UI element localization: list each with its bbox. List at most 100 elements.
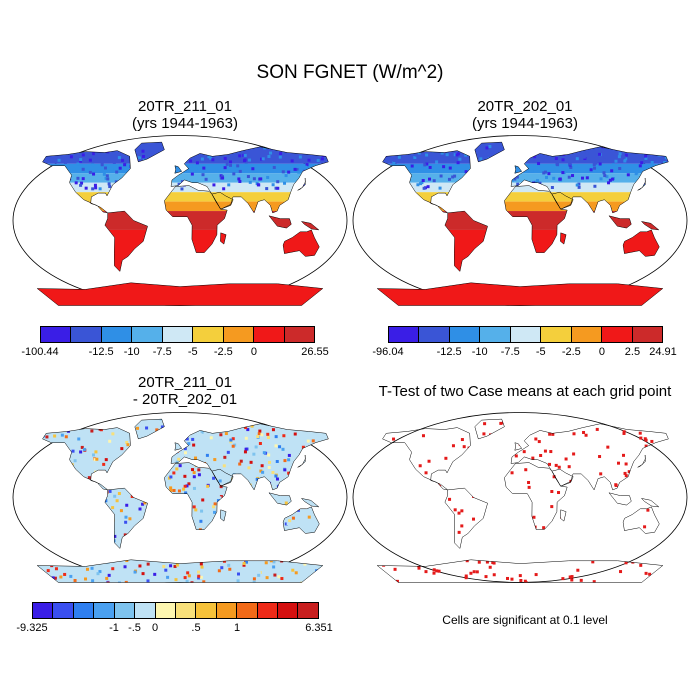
grid-cell bbox=[510, 178, 514, 182]
grid-cell bbox=[71, 449, 75, 453]
grid-cell bbox=[232, 172, 236, 176]
significant-cell bbox=[393, 567, 397, 571]
grid-cell bbox=[37, 411, 40, 414]
coastline-africa bbox=[504, 185, 568, 253]
grid-cell bbox=[12, 570, 15, 573]
grid-cell bbox=[219, 433, 223, 437]
significant-cell bbox=[390, 555, 394, 559]
grid-cell bbox=[192, 164, 196, 168]
grid-cell bbox=[145, 426, 149, 430]
grid-cell bbox=[192, 486, 196, 490]
significant-cell bbox=[350, 436, 353, 439]
significant-cell bbox=[352, 462, 355, 465]
grid-cell bbox=[197, 468, 201, 472]
significant-cell bbox=[614, 483, 618, 487]
grid-cell bbox=[200, 157, 204, 161]
colorbar-label: 0 bbox=[250, 346, 257, 358]
significant-cell bbox=[679, 443, 682, 446]
grid-cell bbox=[169, 475, 173, 479]
grid-cell bbox=[76, 162, 80, 166]
grid-cell bbox=[130, 494, 134, 498]
grid-cell bbox=[585, 176, 589, 180]
significant-cell bbox=[484, 575, 488, 579]
coastline-northAmerica bbox=[382, 427, 471, 491]
grid-cell bbox=[275, 459, 279, 463]
grid-cell bbox=[533, 180, 537, 184]
significant-cell bbox=[399, 419, 403, 422]
grid-cell bbox=[16, 584, 19, 587]
significant-cell bbox=[534, 573, 538, 577]
panel1-colorbar: -100.44 -12.5 -10 -7.5 -5 -2.5 0 26.55 bbox=[21, 326, 329, 360]
grid-cell bbox=[69, 574, 73, 578]
grid-cell bbox=[556, 163, 560, 167]
grid-cell bbox=[301, 445, 305, 449]
significant-cell bbox=[539, 453, 543, 457]
colorbar-box bbox=[284, 327, 314, 342]
grid-cell bbox=[501, 146, 505, 150]
grid-cell bbox=[164, 568, 168, 572]
grid-cell bbox=[342, 577, 345, 580]
grid-cell bbox=[69, 155, 73, 159]
grid-cell bbox=[346, 580, 349, 583]
grid-cell bbox=[287, 170, 291, 174]
panel2-title: 20TR_202_01 (yrs 1944-1963) bbox=[375, 98, 675, 132]
grid-cell bbox=[126, 443, 130, 447]
grid-cell bbox=[346, 551, 349, 554]
coastline-arabia bbox=[211, 191, 234, 210]
colorbar-box bbox=[254, 327, 285, 342]
grid-cell bbox=[275, 477, 279, 481]
grid-cell bbox=[37, 578, 40, 582]
coastline-uk bbox=[174, 442, 183, 451]
grid-cell bbox=[209, 156, 213, 160]
grid-cell bbox=[479, 157, 483, 161]
grid-cell bbox=[91, 163, 95, 167]
grid-cell bbox=[29, 580, 32, 583]
grid-cell bbox=[79, 450, 83, 454]
grid-cell bbox=[286, 522, 290, 526]
grid-cell bbox=[186, 571, 190, 575]
significant-cell bbox=[572, 432, 576, 436]
grid-cell bbox=[568, 162, 572, 166]
colorbar-box bbox=[480, 327, 511, 342]
grid-cell bbox=[87, 476, 91, 480]
grid-cell bbox=[207, 410, 210, 413]
grid-cell bbox=[316, 158, 320, 162]
grid-cell bbox=[577, 182, 581, 186]
significant-cell bbox=[685, 566, 688, 569]
significant-cell bbox=[356, 538, 359, 541]
grid-cell bbox=[320, 157, 324, 161]
significant-cell bbox=[552, 475, 556, 479]
grid-cell bbox=[169, 488, 173, 492]
coastline-northAmerica bbox=[42, 427, 131, 491]
grid-cell bbox=[634, 172, 638, 176]
grid-cell bbox=[392, 161, 396, 165]
grid-cell bbox=[598, 152, 602, 156]
grid-cell bbox=[374, 174, 377, 177]
grid-cell bbox=[73, 459, 77, 463]
grid-cell bbox=[101, 155, 105, 159]
grid-cell bbox=[227, 563, 231, 567]
grid-cell bbox=[284, 522, 288, 526]
grid-cell bbox=[561, 171, 565, 175]
grid-cell bbox=[79, 419, 83, 420]
grid-cell bbox=[82, 447, 86, 451]
grid-cell bbox=[111, 457, 115, 461]
grid-cell bbox=[172, 573, 176, 577]
grid-cell bbox=[16, 444, 19, 447]
grid-cell bbox=[53, 434, 57, 438]
grid-cell bbox=[212, 476, 216, 480]
grid-cell bbox=[175, 460, 179, 464]
grid-cell bbox=[532, 157, 536, 161]
grid-cell bbox=[257, 573, 261, 577]
grid-cell bbox=[571, 174, 575, 178]
significant-cell bbox=[648, 572, 652, 576]
grid-cell bbox=[599, 177, 603, 181]
grid-cell bbox=[252, 580, 256, 583]
grid-cell bbox=[14, 562, 17, 565]
significant-cell bbox=[599, 472, 603, 476]
colorbar-box bbox=[132, 327, 163, 342]
grid-cell bbox=[203, 584, 206, 587]
significant-cell bbox=[557, 491, 561, 495]
significant-cell bbox=[564, 457, 568, 461]
grid-cell bbox=[378, 168, 382, 172]
